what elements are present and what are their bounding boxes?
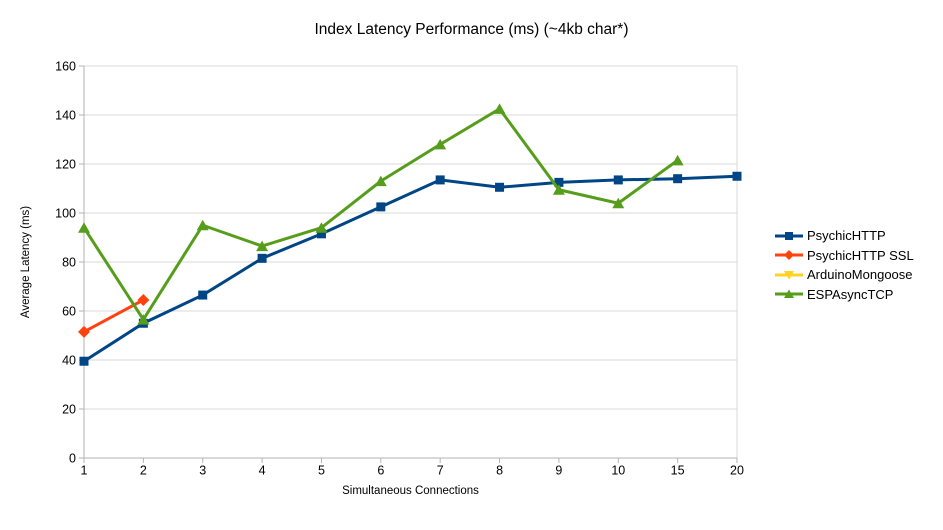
data-point-marker	[376, 202, 386, 212]
legend-item-label: PsychicHTTP	[807, 228, 886, 244]
x-tick-label: 15	[671, 464, 685, 478]
series-line-psychichttp	[83, 174, 738, 363]
x-tick-label: 5	[318, 464, 325, 478]
data-point-marker	[196, 219, 209, 231]
y-tick-label: 160	[55, 59, 76, 73]
legend: PsychicHTTP PsychicHTTP SSL ArduinoMongoos…	[775, 226, 914, 304]
x-tick-label: 7	[437, 464, 444, 478]
data-point-marker	[495, 182, 505, 192]
x-tick-label: 1	[81, 464, 88, 478]
data-point-marker	[78, 325, 90, 338]
x-tick-label: 20	[730, 464, 744, 478]
legend-item-label: ArduinoMongoose	[807, 267, 913, 283]
legend-item: PsychicHTTP SSL	[775, 246, 914, 266]
legend-item: PsychicHTTP	[775, 226, 914, 246]
data-point-marker	[137, 314, 150, 325]
legend-item-label: ESPAsyncTCP	[807, 286, 894, 302]
data-point-marker	[315, 222, 328, 233]
y-tick-label: 100	[55, 206, 76, 220]
data-point-marker	[671, 154, 684, 166]
x-tick-label: 6	[377, 464, 384, 478]
x-tick-label: 3	[199, 464, 206, 478]
data-point-marker	[673, 174, 683, 184]
data-point-marker	[198, 290, 208, 300]
y-tick-label: 40	[62, 353, 76, 367]
y-tick-label: 140	[55, 108, 76, 122]
data-point-marker	[78, 222, 90, 233]
data-point-marker	[257, 253, 267, 263]
data-point-marker	[434, 138, 447, 150]
legend-marker-icon	[775, 270, 803, 280]
x-tick-label: 8	[496, 464, 503, 478]
data-point-marker	[374, 175, 387, 187]
series-line-espasynctcp	[82, 106, 679, 323]
legend-item-label: PsychicHTTP SSL	[807, 247, 914, 263]
legend-item: ArduinoMongoose	[775, 265, 914, 285]
y-tick-label: 120	[55, 157, 76, 171]
y-tick-label: 80	[62, 255, 76, 269]
legend-marker-icon	[775, 231, 803, 240]
y-tick-label: 60	[62, 304, 76, 318]
data-point-marker	[435, 175, 445, 185]
x-tick-label: 9	[555, 464, 562, 478]
data-point-marker	[256, 240, 269, 252]
y-tick-label: 20	[62, 402, 76, 416]
y-axis-title: Average Latency (ms)	[20, 205, 32, 319]
legend-marker-icon	[775, 289, 803, 299]
legend-item: ESPAsyncTCP	[775, 285, 914, 305]
data-point-marker	[732, 171, 742, 181]
legend-marker-icon	[775, 250, 803, 261]
data-point-marker	[612, 197, 625, 209]
x-axis-title: Simultaneous Connections	[342, 485, 479, 497]
data-point-marker	[137, 293, 150, 306]
data-point-marker	[493, 103, 506, 114]
data-point-marker	[552, 184, 565, 195]
x-tick-label: 4	[259, 464, 266, 478]
x-tick-label: 10	[611, 464, 625, 478]
data-point-marker	[613, 175, 623, 185]
y-tick-label: 0	[69, 451, 76, 465]
chart-title: Index Latency Performance (ms) (~4kb cha…	[314, 21, 629, 38]
data-point-marker	[79, 356, 89, 366]
x-tick-label: 2	[140, 464, 147, 478]
